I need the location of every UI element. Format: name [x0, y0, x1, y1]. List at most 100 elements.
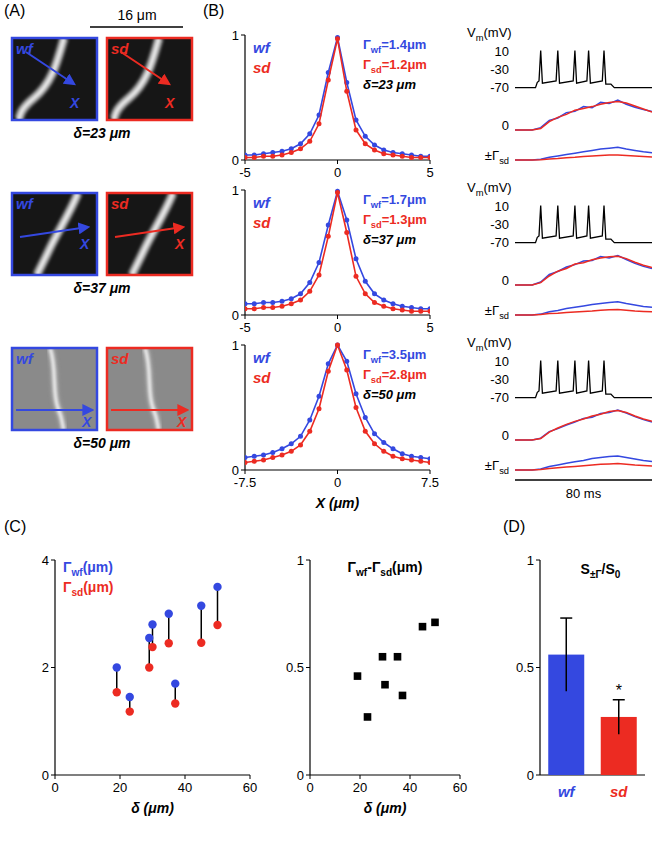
point	[171, 679, 179, 687]
text-part: δ=50 μm	[363, 387, 416, 402]
point	[354, 128, 359, 133]
image-caption: δ=37 μm	[73, 280, 130, 296]
text-part: 0	[51, 780, 58, 795]
text-part: -30	[490, 372, 509, 387]
text-part: 0	[232, 153, 239, 168]
image-frame	[107, 38, 192, 120]
text-part: 10	[495, 199, 509, 214]
plot-area	[515, 456, 652, 470]
point	[335, 343, 340, 348]
text-part: Γ	[363, 347, 371, 362]
point	[418, 309, 423, 314]
text-part: sd	[111, 195, 129, 212]
point	[428, 155, 431, 160]
text-part: =3.5μm	[381, 347, 426, 362]
fluorescence-trace	[515, 310, 652, 316]
fluorescence-trace	[515, 147, 652, 160]
point	[354, 391, 359, 396]
y-tick	[536, 560, 540, 561]
point	[381, 151, 386, 156]
point	[307, 131, 312, 136]
point	[245, 455, 248, 460]
x-tick-label: 20	[113, 780, 127, 795]
text-part: sd	[380, 567, 392, 578]
point	[317, 273, 322, 278]
text-part: sd	[253, 214, 271, 231]
point	[372, 291, 377, 296]
x-tick-label: 7.5	[421, 475, 439, 490]
text-part: 40	[403, 780, 417, 795]
annotation: Γsd=2.8μm	[363, 367, 427, 385]
point	[252, 301, 257, 306]
text-part: 60	[453, 780, 467, 795]
text-part: =1.4μm	[381, 37, 426, 52]
text-part: S	[581, 561, 590, 577]
x-tick-label: 60	[243, 780, 257, 795]
point	[372, 431, 377, 436]
text-part: wf	[253, 349, 272, 366]
x-tick-label: 0	[334, 165, 341, 180]
text-part: 0	[502, 428, 509, 443]
image-label: wf	[16, 40, 35, 57]
point	[197, 639, 205, 647]
dendrite	[50, 348, 64, 430]
point	[252, 155, 257, 160]
annotation: Γwf=3.5μm	[363, 347, 426, 365]
text-part: 0	[334, 165, 341, 180]
y-axis	[244, 345, 245, 470]
text-part: 0.5	[286, 660, 304, 675]
text-part: =1.2μm	[382, 57, 427, 72]
text-part: ±	[485, 303, 492, 318]
profile-line	[245, 191, 430, 308]
text-part: sd	[253, 369, 271, 386]
text-part: wf	[16, 195, 35, 212]
y-tick	[241, 470, 245, 471]
plot-area	[515, 361, 652, 398]
significance-mark: *	[616, 682, 622, 699]
point	[289, 150, 294, 155]
legend-entry: sd	[253, 59, 271, 76]
plot-area	[548, 618, 637, 775]
fluorescence-trace	[515, 155, 652, 160]
text-part: 0	[232, 308, 239, 323]
text-part: sd	[253, 59, 271, 76]
panel-label: (B)	[203, 2, 224, 19]
text-part: wf	[253, 39, 272, 56]
micrograph	[107, 348, 192, 430]
x-tick-label: wf	[558, 783, 577, 800]
text-part: Γ	[363, 37, 371, 52]
fluorescence-trace	[515, 302, 652, 315]
point	[381, 440, 386, 445]
plot-area	[515, 410, 652, 440]
text-part: wf	[355, 567, 368, 578]
y-tick	[241, 315, 245, 316]
point	[344, 368, 349, 373]
text-part: =2.8μm	[382, 367, 427, 382]
axis-label: X	[81, 414, 93, 430]
text-part: sd	[371, 220, 382, 230]
text-part: δ (μm)	[364, 800, 407, 816]
text-part: 0	[334, 320, 341, 335]
point	[261, 453, 266, 458]
point	[372, 441, 377, 446]
y-tick-label: 2	[42, 660, 49, 675]
text-part: 0	[42, 768, 49, 783]
point	[354, 672, 362, 680]
y-axis-title: Vm(mV)	[467, 180, 512, 198]
x-tick	[430, 315, 431, 319]
y-tick	[306, 667, 310, 668]
plot-area	[515, 256, 652, 285]
text-part: 1	[232, 28, 239, 43]
x-tick	[430, 470, 431, 474]
text-part: 0	[502, 118, 509, 133]
annotation: δ=50 μm	[363, 387, 416, 402]
text-part: 20	[113, 780, 127, 795]
point	[298, 291, 303, 296]
point	[418, 459, 423, 464]
text-part: sd	[371, 375, 382, 385]
scale-bar-label: 16 μm	[117, 7, 156, 23]
axis-label: X	[69, 95, 81, 111]
point	[298, 443, 303, 448]
micrograph	[12, 348, 97, 430]
annotation: Γwf=1.7μm	[363, 192, 426, 210]
